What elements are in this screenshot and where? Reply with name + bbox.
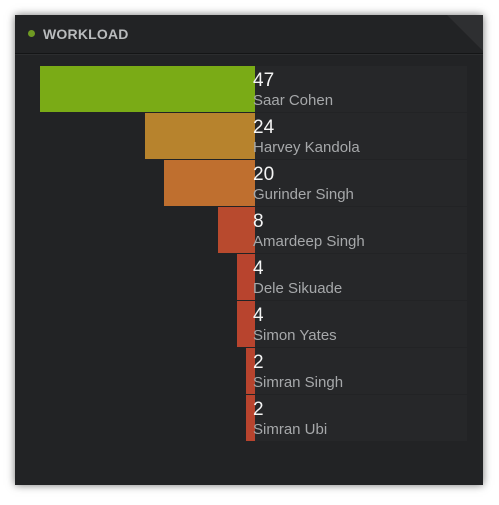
value-label: 8 (253, 211, 264, 232)
bar (218, 207, 255, 253)
widget-title: WORKLOAD (43, 26, 129, 42)
value-label: 4 (253, 258, 264, 279)
value-label: 4 (253, 305, 264, 326)
table-row: 47 Saar Cohen (27, 66, 467, 112)
workload-widget: WORKLOAD 47 Saar Cohen 24 Harvey Kandola 20 G… (15, 15, 483, 485)
category-label: Dele Sikuade (253, 280, 343, 297)
value-label: 24 (253, 117, 275, 138)
row-background (255, 254, 467, 300)
row-background (255, 348, 467, 394)
table-row: 4 Simon Yates (27, 301, 467, 347)
table-row: 24 Harvey Kandola (27, 113, 467, 159)
category-label: Simon Yates (253, 327, 337, 344)
row-background (255, 207, 467, 253)
category-label: Simran Ubi (253, 421, 328, 438)
bar (145, 113, 255, 159)
category-label: Simran Singh (253, 374, 344, 391)
table-row: 8 Amardeep Singh (27, 207, 467, 253)
category-label: Harvey Kandola (253, 139, 360, 156)
widget-header: WORKLOAD (15, 15, 483, 54)
bar (40, 66, 255, 112)
value-label: 47 (253, 70, 275, 91)
value-label: 2 (253, 399, 264, 420)
bar (246, 395, 255, 441)
category-label: Amardeep Singh (253, 233, 365, 250)
category-label: Gurinder Singh (253, 186, 354, 203)
header-divider (15, 54, 483, 55)
value-label: 2 (253, 352, 264, 373)
row-background (255, 66, 467, 112)
row-background (255, 395, 467, 441)
bar (237, 254, 255, 300)
workload-chart: 47 Saar Cohen 24 Harvey Kandola 20 Gurinder S… (27, 66, 467, 442)
row-background (255, 113, 467, 159)
bar (164, 160, 255, 206)
category-label: Saar Cohen (253, 92, 334, 109)
table-row: 2 Simran Singh (27, 348, 467, 394)
corner-fold (447, 15, 483, 51)
table-row: 20 Gurinder Singh (27, 160, 467, 206)
table-row: 4 Dele Sikuade (27, 254, 467, 300)
row-background (255, 301, 467, 347)
bar (246, 348, 255, 394)
row-background (255, 160, 467, 206)
status-dot-icon (28, 30, 35, 37)
table-row: 2 Simran Ubi (27, 395, 467, 441)
bar (237, 301, 255, 347)
value-label: 20 (253, 164, 275, 185)
